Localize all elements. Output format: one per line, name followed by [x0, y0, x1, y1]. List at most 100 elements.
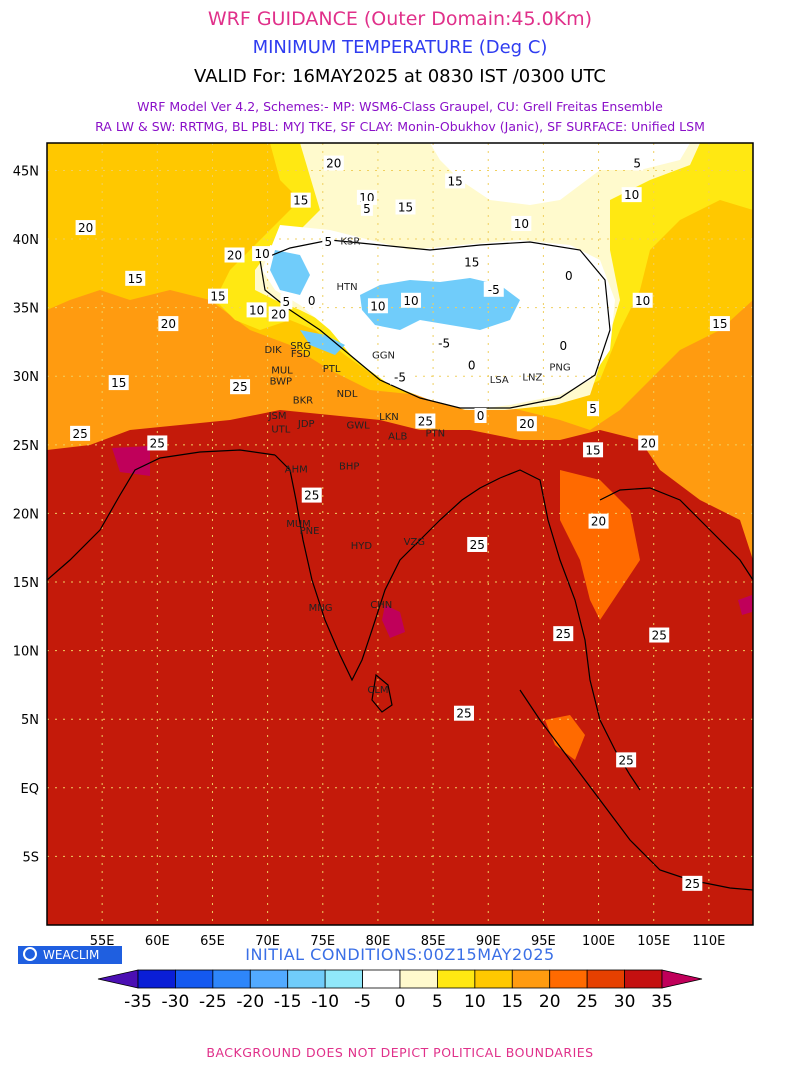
svg-text:20: 20	[326, 157, 341, 171]
station-label: GWL	[346, 420, 370, 431]
svg-text:10: 10	[635, 294, 650, 308]
svg-text:15: 15	[448, 174, 463, 188]
station-label: NDL	[337, 389, 358, 400]
contour-label: 10	[621, 187, 642, 203]
station-label: PNG	[549, 363, 570, 374]
svg-text:20: 20	[227, 248, 242, 262]
svg-text:15: 15	[712, 317, 727, 331]
svg-text:25: 25	[304, 489, 319, 503]
station-label: MUM	[286, 519, 311, 530]
lon-label: 105E	[637, 934, 670, 949]
variable-title: MINIMUM TEMPERATURE (Deg C)	[252, 37, 548, 58]
lon-label: 95E	[531, 934, 556, 949]
arabia-coastline	[47, 449, 276, 581]
contour-label: 15	[445, 173, 466, 189]
indonesia-coastline	[519, 689, 753, 891]
temp-zone-20-25-se-asia	[545, 470, 640, 760]
svg-text:5: 5	[324, 235, 332, 249]
contour-label: 20	[158, 316, 179, 332]
longitude-labels: 55E 60E 65E 70E 75E 80E 85E 90E 95E 100E 105E 110E	[90, 934, 726, 949]
lat-label: 30N	[13, 370, 39, 385]
contour-label: 20	[268, 306, 289, 322]
temp-zone-neg5-0	[268, 148, 600, 400]
station-label: SRG	[290, 341, 311, 352]
station-label: UTL	[271, 424, 290, 435]
svg-text:25: 25	[652, 629, 667, 643]
svg-text:15: 15	[210, 290, 225, 304]
station-label: GGN	[372, 350, 395, 361]
indochina-coastline	[599, 487, 753, 581]
contour-label: 0	[557, 338, 570, 354]
weaclim-logo: WEACLIM	[18, 946, 122, 964]
temp-zone-neg10-neg5	[270, 250, 520, 355]
station-label: HYD	[351, 541, 373, 552]
footer-note: BACKGROUND DOES NOT DEPICT POLITICAL BOU…	[206, 1045, 594, 1060]
station-label: ALB	[388, 431, 407, 442]
svg-text:20: 20	[271, 307, 286, 321]
contour-label: 0	[305, 292, 318, 308]
contour-label: 20	[588, 513, 609, 529]
map-field	[47, 143, 753, 925]
model-info-line1: WRF Model Ver 4.2, Schemes:- MP: WSM6-Cl…	[137, 99, 663, 114]
contour-label: 10	[401, 292, 422, 308]
station-label: BKR	[293, 396, 313, 407]
svg-text:20: 20	[161, 317, 176, 331]
contour-label: 25	[682, 875, 703, 891]
svg-text:15: 15	[464, 255, 479, 269]
svg-text:25: 25	[418, 415, 433, 429]
svg-text:10: 10	[254, 247, 269, 261]
svg-text:-5: -5	[394, 371, 406, 385]
station-label: MNG	[309, 603, 333, 614]
lon-label: 75E	[310, 934, 335, 949]
svg-text:25: 25	[470, 538, 485, 552]
contour-label: -5	[390, 369, 410, 385]
svg-text:10: 10	[624, 188, 639, 202]
svg-text:0: 0	[468, 358, 476, 372]
contour-label: 25	[553, 626, 574, 642]
logo-ring-icon	[23, 947, 37, 961]
svg-text:5: 5	[589, 402, 597, 416]
contour-label: 15	[709, 316, 730, 332]
station-label: PTL	[323, 364, 341, 375]
contour-label: 10	[367, 298, 388, 314]
contour-label: 0	[465, 357, 478, 373]
svg-text:-5: -5	[438, 336, 450, 350]
svg-text:10: 10	[249, 303, 264, 317]
valid-time: VALID For: 16MAY2025 at 0830 IST /0300 U…	[194, 66, 606, 87]
station-label: PNE	[300, 526, 320, 537]
station-label: KSR	[340, 237, 360, 248]
contour-label: 5	[322, 233, 335, 249]
svg-text:0: 0	[308, 294, 316, 308]
svg-text:0: 0	[565, 269, 573, 283]
svg-text:15: 15	[585, 443, 600, 457]
contour-label: 10	[511, 215, 532, 231]
contour-label: 15	[395, 199, 416, 215]
lat-label: 25N	[13, 439, 39, 454]
station-label: AHM	[285, 464, 308, 475]
contour-label: 10	[252, 246, 273, 262]
contour-label: 25	[70, 425, 91, 441]
svg-text:20: 20	[78, 221, 93, 235]
station-label: DIK	[265, 345, 283, 356]
lat-label: 20N	[13, 507, 39, 522]
svg-text:20: 20	[641, 436, 656, 450]
svg-text:10: 10	[403, 294, 418, 308]
contour-label: 25	[147, 435, 168, 451]
svg-text:15: 15	[293, 194, 308, 208]
lon-label: 110E	[692, 934, 725, 949]
contour-label: 5	[360, 200, 373, 216]
lat-label: 5S	[22, 850, 39, 865]
contour-label: 10	[632, 292, 653, 308]
svg-text:0: 0	[477, 409, 485, 423]
station-label: LSA	[490, 375, 509, 386]
srilanka-coastline	[371, 673, 393, 713]
svg-text:15: 15	[128, 272, 143, 286]
lon-label: 70E	[255, 934, 280, 949]
contour-label: 20	[638, 435, 659, 451]
station-label: CLM	[367, 685, 388, 696]
svg-text:25: 25	[685, 877, 700, 891]
station-label: BWP	[270, 376, 292, 387]
contour-label: 20	[75, 220, 96, 236]
svg-text:25: 25	[619, 753, 634, 767]
